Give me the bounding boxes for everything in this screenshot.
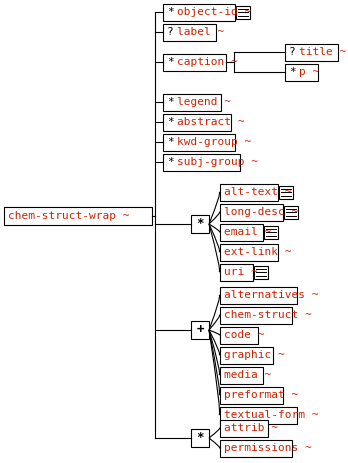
Bar <box>220 287 298 304</box>
Text: label ~: label ~ <box>177 27 224 37</box>
Bar <box>220 307 292 324</box>
Text: textual-form ~: textual-form ~ <box>224 410 318 420</box>
Bar <box>220 224 263 240</box>
Text: graphic ~: graphic ~ <box>224 350 285 360</box>
Bar <box>163 133 236 150</box>
Text: *: * <box>289 67 296 77</box>
Bar <box>220 183 278 200</box>
Text: *: * <box>167 157 174 167</box>
Text: *: * <box>167 137 174 147</box>
Text: permissions ~: permissions ~ <box>224 443 312 453</box>
Text: alternatives ~: alternatives ~ <box>224 290 318 300</box>
Text: caption ~: caption ~ <box>177 57 238 67</box>
Bar <box>284 206 298 219</box>
Text: legend ~: legend ~ <box>177 97 231 107</box>
Text: media ~: media ~ <box>224 370 271 380</box>
Text: *: * <box>167 97 174 107</box>
Bar <box>191 215 209 233</box>
Text: email ~: email ~ <box>224 227 271 237</box>
Bar <box>163 24 216 40</box>
Bar <box>220 346 272 363</box>
Text: object-id ~: object-id ~ <box>177 7 251 17</box>
Text: *: * <box>196 218 204 231</box>
Bar <box>279 186 293 199</box>
Text: ext-link ~: ext-link ~ <box>224 247 292 257</box>
Text: alt-text ~: alt-text ~ <box>224 187 292 197</box>
Text: subj-group ~: subj-group ~ <box>177 157 258 167</box>
Text: attrib ~: attrib ~ <box>224 423 278 433</box>
Bar <box>4 207 152 225</box>
Text: chem-struct ~: chem-struct ~ <box>224 310 312 320</box>
Bar <box>285 63 318 81</box>
Bar <box>191 321 209 339</box>
Bar <box>163 4 236 20</box>
Text: +: + <box>196 324 204 337</box>
Text: *: * <box>167 7 174 17</box>
Bar <box>163 113 230 131</box>
Bar <box>220 244 278 261</box>
Bar <box>254 265 268 279</box>
Text: long-desc ~: long-desc ~ <box>224 207 298 217</box>
Text: *: * <box>196 432 204 444</box>
Text: title ~: title ~ <box>299 47 346 57</box>
Text: ?: ? <box>167 27 174 37</box>
Text: ?: ? <box>289 47 296 57</box>
Text: p ~: p ~ <box>299 67 319 77</box>
Bar <box>191 429 209 447</box>
Bar <box>163 154 240 170</box>
Bar <box>264 225 278 238</box>
Bar <box>220 407 298 424</box>
Bar <box>163 54 226 70</box>
Text: uri ~: uri ~ <box>224 267 258 277</box>
Text: abstract ~: abstract ~ <box>177 117 244 127</box>
Text: kwd-group ~: kwd-group ~ <box>177 137 251 147</box>
Bar <box>220 204 283 220</box>
Text: *: * <box>167 117 174 127</box>
Text: *: * <box>167 57 174 67</box>
Bar <box>220 387 283 403</box>
Bar <box>220 367 263 383</box>
Text: code ~: code ~ <box>224 330 264 340</box>
Text: preformat ~: preformat ~ <box>224 390 298 400</box>
Bar <box>220 439 292 457</box>
Bar <box>163 94 221 111</box>
Bar <box>285 44 338 61</box>
Bar <box>220 419 268 437</box>
Bar <box>220 263 253 281</box>
Bar <box>237 6 251 19</box>
Bar <box>220 326 258 344</box>
Text: chem-struct-wrap ~: chem-struct-wrap ~ <box>8 211 129 221</box>
